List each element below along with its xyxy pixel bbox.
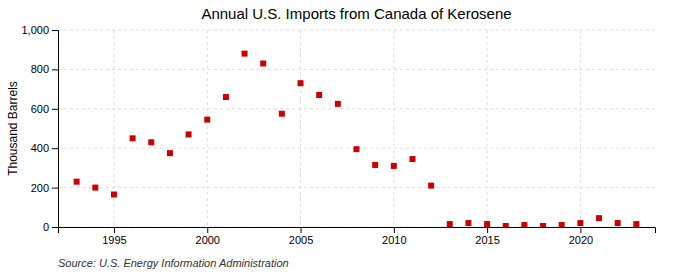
- point: [242, 51, 248, 57]
- y-tick: 1,000: [21, 24, 58, 36]
- x-tick-label: 2020: [569, 234, 593, 246]
- point: [391, 163, 397, 169]
- x-tick-label: 2005: [289, 234, 313, 246]
- point: [186, 131, 192, 137]
- y-tick: 0: [43, 221, 58, 233]
- x-tick: 2005: [289, 227, 313, 246]
- y-tick-label: 600: [31, 103, 49, 115]
- title: Annual U.S. Imports from Canada of Keros…: [201, 5, 511, 22]
- point: [596, 215, 602, 221]
- point: [633, 221, 639, 227]
- point: [428, 183, 434, 189]
- x-tick-mark: [487, 227, 488, 233]
- point: [540, 223, 546, 227]
- marks: [74, 51, 640, 227]
- point: [577, 220, 583, 226]
- y-tick: 800: [31, 63, 58, 75]
- point: [167, 150, 173, 156]
- y-tick-mark: [52, 188, 58, 189]
- y-grid-line: [58, 187, 655, 188]
- point: [316, 92, 322, 98]
- x-tick-label: 2000: [196, 234, 220, 246]
- x-tick-mark: [394, 227, 395, 233]
- y-grid-line: [58, 108, 655, 109]
- y-tick-label: 200: [31, 182, 49, 194]
- point: [465, 220, 471, 226]
- y-tick: 400: [31, 142, 58, 154]
- x-tick-mark: [207, 227, 208, 233]
- y-axis-title: Thousand Barrels: [6, 81, 20, 176]
- x-tick-mark: [580, 227, 581, 233]
- source-note: Source: U.S. Energy Information Administ…: [58, 257, 289, 269]
- x-tick-mark: [114, 227, 115, 233]
- point: [223, 94, 229, 100]
- point: [447, 221, 453, 227]
- y-tick-label: 800: [31, 63, 49, 75]
- y-tick-label: 400: [31, 142, 49, 154]
- point: [298, 80, 304, 86]
- x-tick: 1995: [102, 227, 126, 246]
- x-axis-line: [59, 228, 656, 234]
- x-tick-mark: [301, 227, 302, 233]
- y-tick-label: 1,000: [21, 24, 49, 36]
- point: [335, 101, 341, 107]
- y-axis: 0 200 400 600 800 1,000: [21, 24, 58, 233]
- y-tick-mark: [52, 30, 58, 31]
- point: [279, 111, 285, 117]
- y-tick-label: 0: [43, 221, 49, 233]
- x-axis: 1995 2000 2005 2010 2015 2020: [59, 227, 656, 246]
- x-grid-line: [580, 30, 581, 227]
- x-tick-label: 1995: [102, 234, 126, 246]
- x-grid-line: [207, 30, 208, 227]
- x-tick-label: 2010: [382, 234, 406, 246]
- y-axis-line: [52, 31, 59, 228]
- point: [503, 223, 509, 227]
- y-grid-line: [58, 30, 655, 31]
- point: [354, 146, 360, 152]
- x-tick: 2000: [196, 227, 220, 246]
- point: [559, 222, 565, 227]
- x-tick: 2010: [382, 227, 406, 246]
- point: [148, 139, 154, 145]
- point: [615, 220, 621, 226]
- point: [111, 191, 117, 197]
- x-grid-line: [487, 30, 488, 227]
- y-tick-mark: [52, 227, 58, 228]
- point: [409, 156, 415, 162]
- point: [372, 162, 378, 168]
- x-grid-line: [300, 30, 301, 227]
- point: [484, 221, 490, 227]
- chart: 1995 2000 2005 2010 2015 2020 0 200 400 600 800 1,0…: [0, 0, 675, 275]
- plot-area: 1995 2000 2005 2010 2015 2020 0 200 400 600 800 1,0…: [21, 24, 655, 246]
- y-grid-line: [58, 69, 655, 70]
- y-tick: 200: [31, 182, 58, 194]
- point: [92, 185, 98, 191]
- point: [521, 222, 527, 227]
- point: [130, 135, 136, 141]
- x-grid-line: [393, 30, 394, 227]
- y-tick-mark: [52, 109, 58, 110]
- point: [260, 60, 266, 66]
- point: [204, 117, 210, 123]
- grid: [58, 30, 655, 227]
- x-tick-label: 2015: [475, 234, 499, 246]
- point: [74, 179, 80, 185]
- x-tick: 2015: [475, 227, 499, 246]
- y-tick: 600: [31, 103, 58, 115]
- y-tick-mark: [52, 148, 58, 149]
- y-tick-mark: [52, 69, 58, 70]
- x-tick: 2020: [569, 227, 593, 246]
